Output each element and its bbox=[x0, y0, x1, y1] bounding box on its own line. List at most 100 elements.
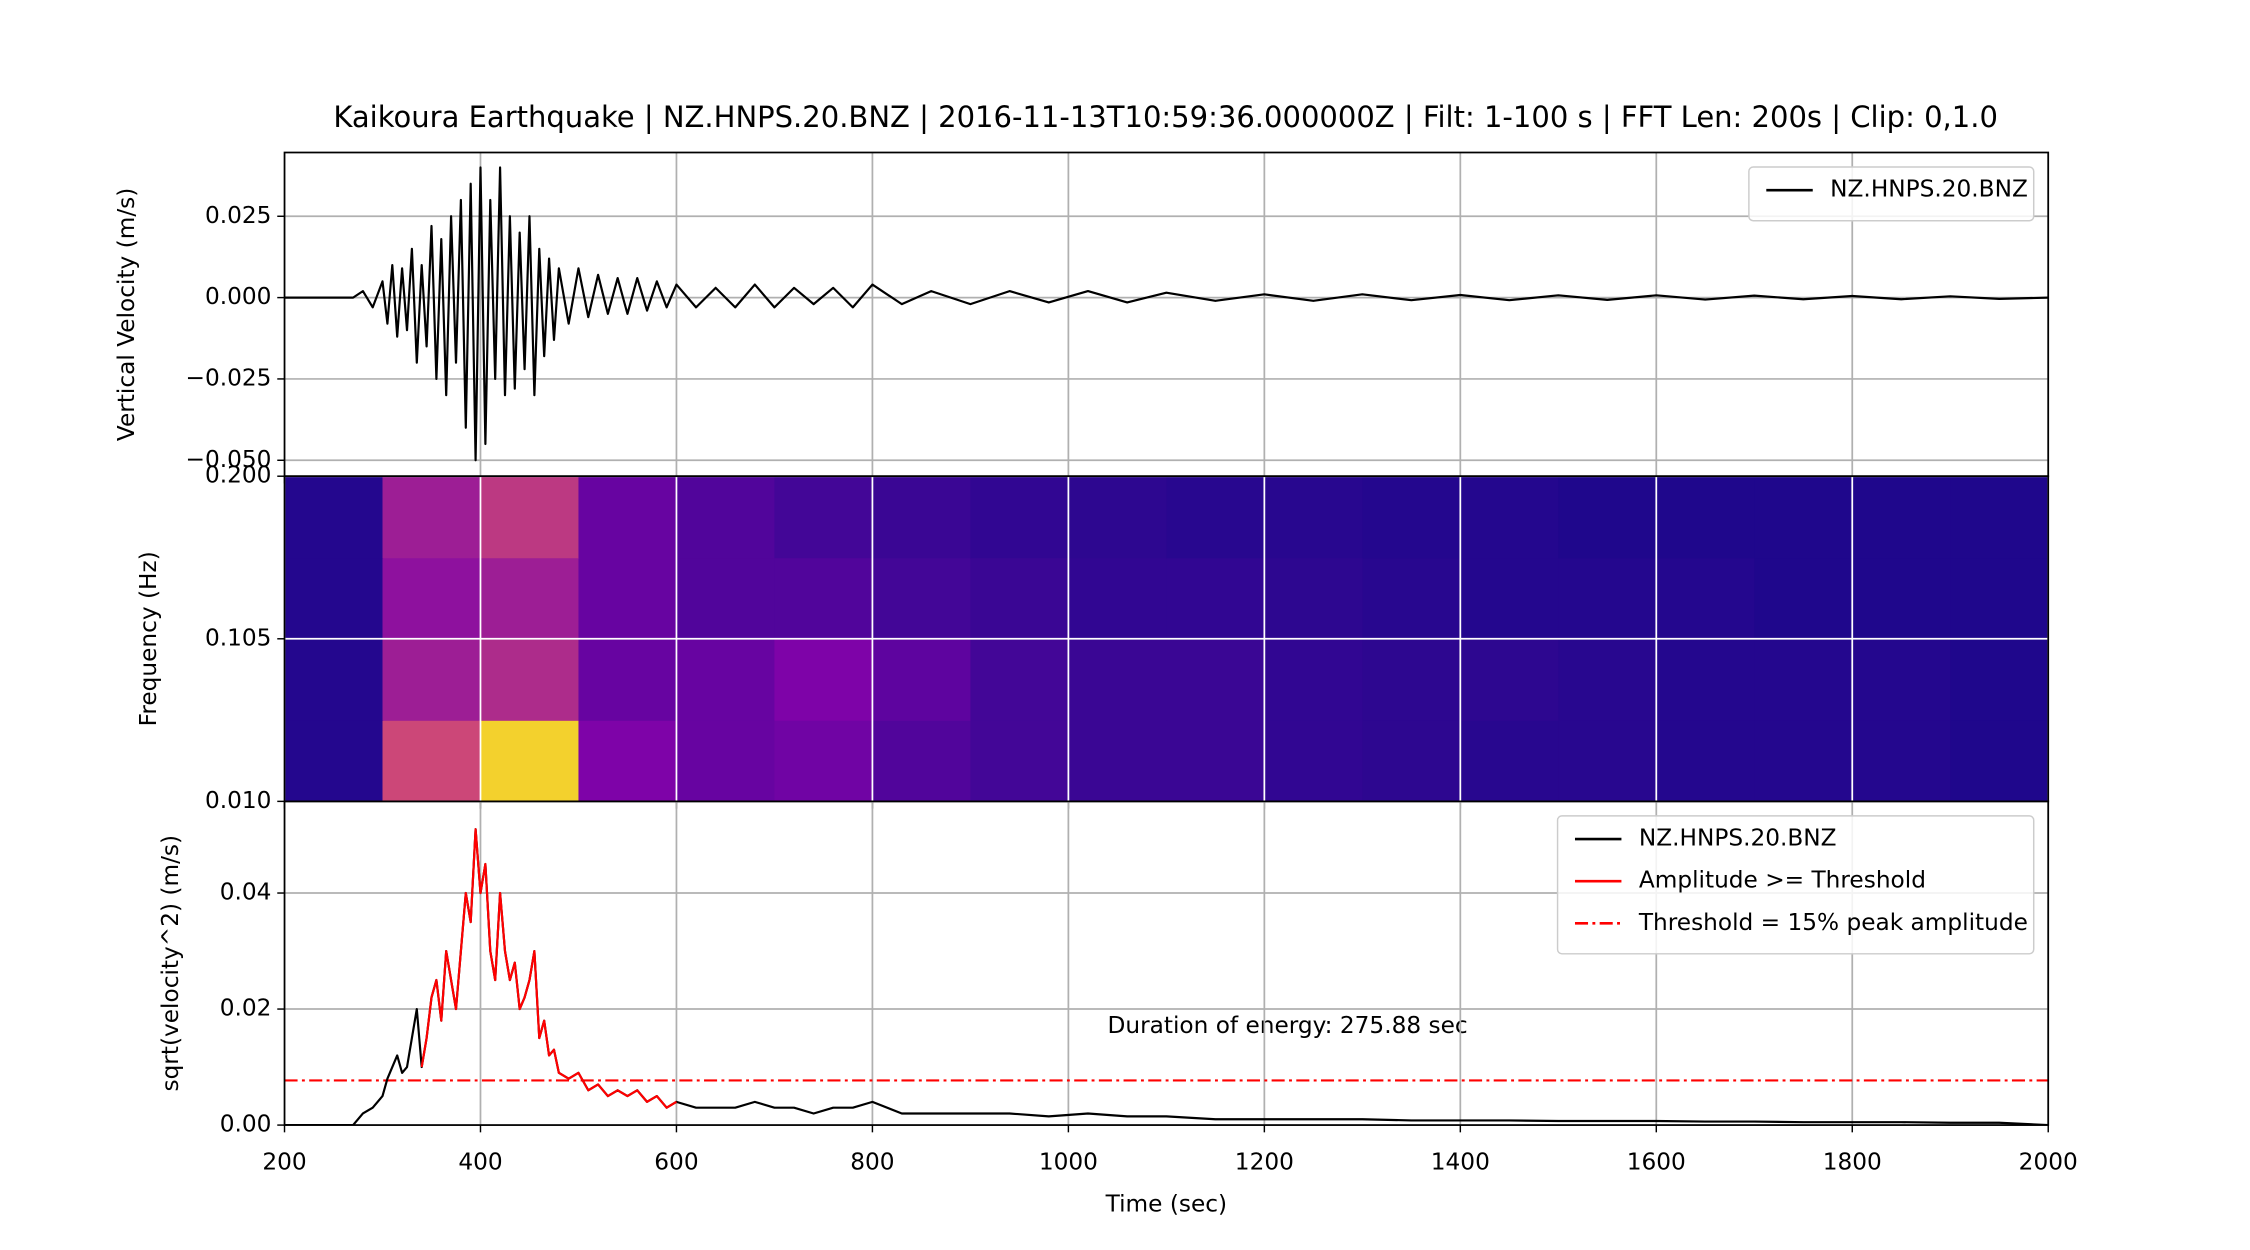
y-tick-label: 0.04 bbox=[220, 879, 272, 906]
y-tick-label: 0.010 bbox=[205, 787, 271, 814]
heatmap-cell bbox=[1362, 638, 1462, 721]
y-tick-label: 0.000 bbox=[205, 283, 271, 310]
y-tick-label: 0.025 bbox=[205, 202, 271, 229]
heatmap-cell bbox=[1068, 720, 1168, 802]
heatmap-cell bbox=[284, 720, 384, 802]
heatmap-cell bbox=[1950, 557, 2049, 640]
heatmap-cell bbox=[1460, 476, 1560, 559]
heatmap-cell bbox=[1264, 720, 1364, 802]
x-tick-label: 1800 bbox=[1823, 1148, 1882, 1175]
heatmap-cell bbox=[1754, 476, 1853, 559]
legend: NZ.HNPS.20.BNZ Amplitude >= Threshold Thre… bbox=[1556, 815, 2035, 955]
x-tick-label: 1000 bbox=[1039, 1148, 1098, 1175]
heatmap-cell bbox=[1068, 557, 1168, 640]
x-tick-label: 600 bbox=[654, 1148, 698, 1175]
y-axis-label: Frequency (Hz) bbox=[135, 551, 162, 726]
heatmap-cell bbox=[1558, 720, 1658, 802]
heatmap-cell bbox=[284, 638, 384, 721]
heatmap-cell bbox=[1362, 557, 1462, 640]
heatmap-cell bbox=[774, 476, 874, 559]
heatmap-cell bbox=[480, 557, 580, 640]
heatmap-cell bbox=[774, 720, 874, 802]
heatmap-cell bbox=[480, 476, 580, 559]
heatmap-cell bbox=[382, 638, 482, 721]
axes-frame bbox=[283, 800, 2050, 1126]
x-tick-label: 2000 bbox=[2019, 1148, 2078, 1175]
x-axis-label: Time (sec) bbox=[1105, 1190, 1227, 1217]
heatmap-cell bbox=[1460, 557, 1560, 640]
heatmap-cell bbox=[1950, 720, 2049, 802]
y-axis-label: sqrt(velocity^2) (m/s) bbox=[157, 835, 184, 1092]
legend-label: Threshold = 15% peak amplitude bbox=[1638, 909, 2028, 936]
x-tick-label: 200 bbox=[262, 1148, 306, 1175]
heatmap-cell bbox=[676, 557, 776, 640]
heatmap-cell bbox=[1362, 476, 1462, 559]
heatmap-cell bbox=[774, 638, 874, 721]
heatmap-cell bbox=[1166, 476, 1266, 559]
legend: NZ.HNPS.20.BNZ bbox=[1748, 166, 2035, 222]
heatmap-cell bbox=[480, 638, 580, 721]
y-tick-label: 0.02 bbox=[220, 995, 272, 1022]
heatmap-cell bbox=[970, 476, 1070, 559]
heatmap-cell bbox=[970, 557, 1070, 640]
heatmap-cell bbox=[1460, 720, 1560, 802]
legend-box bbox=[1748, 166, 2035, 222]
heatmap-cell bbox=[1068, 638, 1168, 721]
heatmap-cell bbox=[1166, 638, 1266, 721]
heatmap-cell bbox=[1166, 557, 1266, 640]
heatmap-cell bbox=[1754, 638, 1853, 721]
heatmap-cell bbox=[970, 638, 1070, 721]
heatmap-cell bbox=[1558, 638, 1658, 721]
y-tick-label: −0.025 bbox=[186, 364, 272, 391]
heatmap-cell bbox=[1656, 476, 1755, 559]
heatmap-cell bbox=[1754, 720, 1853, 802]
heatmap-cell bbox=[1558, 476, 1658, 559]
heatmap-cell bbox=[1852, 476, 1951, 559]
annotation: Duration of energy: 275.88 sec bbox=[1107, 1012, 1467, 1039]
y-tick-label: 0.105 bbox=[205, 624, 271, 651]
heatmap-cell bbox=[774, 557, 874, 640]
heatmap-cell bbox=[1460, 638, 1560, 721]
heatmap-cell bbox=[1950, 476, 2049, 559]
heatmap-cell bbox=[1852, 638, 1951, 721]
heatmap-cell bbox=[578, 638, 678, 721]
legend-label: NZ.HNPS.20.BNZ bbox=[1639, 825, 1837, 852]
heatmap-cell bbox=[382, 557, 482, 640]
heatmap-cell bbox=[480, 720, 580, 802]
heatmap-cell bbox=[1166, 720, 1266, 802]
heatmap-cell bbox=[676, 638, 776, 721]
heatmap-cell bbox=[284, 557, 384, 640]
heatmap-cell bbox=[382, 720, 482, 802]
legend-box bbox=[1556, 815, 2035, 955]
heatmap-cell bbox=[1852, 557, 1951, 640]
heatmap-cell bbox=[1656, 557, 1755, 640]
heatmap-cell bbox=[970, 720, 1070, 802]
heatmap-cell bbox=[676, 476, 776, 559]
x-tick-label: 400 bbox=[458, 1148, 502, 1175]
figure-title: Kaikoura Earthquake | NZ.HNPS.20.BNZ | 2… bbox=[333, 100, 1998, 134]
heatmap-cell bbox=[1362, 720, 1462, 802]
series-line bbox=[420, 828, 678, 1109]
heatmap-cell bbox=[1558, 557, 1658, 640]
y-tick-label: 0.00 bbox=[220, 1111, 272, 1138]
heatmap-cell bbox=[676, 720, 776, 802]
heatmap-cell bbox=[1264, 638, 1364, 721]
heatmap-cell bbox=[1754, 557, 1853, 640]
series-line bbox=[284, 166, 2049, 462]
heatmap-cell bbox=[578, 720, 678, 802]
heatmap-cell bbox=[284, 476, 384, 559]
heatmap-cell bbox=[1950, 638, 2049, 721]
heatmap-cell bbox=[578, 557, 678, 640]
heatmap-cell bbox=[1852, 720, 1951, 802]
x-tick-label: 1600 bbox=[1627, 1148, 1686, 1175]
heatmap-cell bbox=[872, 557, 972, 640]
heatmap-cell bbox=[1656, 638, 1755, 721]
legend-label: Amplitude >= Threshold bbox=[1639, 867, 1926, 894]
heatmap-cell bbox=[872, 476, 972, 559]
heatmap-cell bbox=[1264, 557, 1364, 640]
y-tick-label: −0.050 bbox=[186, 446, 272, 473]
y-tick-label: 0.200 bbox=[205, 462, 271, 489]
heatmap-cell bbox=[578, 476, 678, 559]
x-tick-label: 1200 bbox=[1235, 1148, 1294, 1175]
